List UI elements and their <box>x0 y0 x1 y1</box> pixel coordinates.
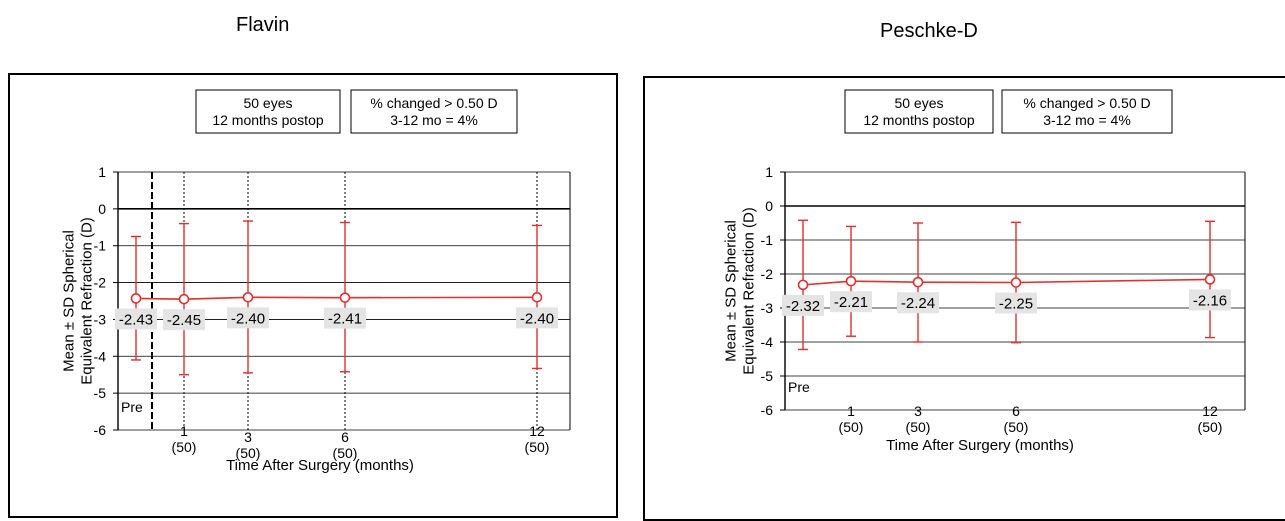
data-point <box>1204 274 1216 285</box>
chart-title-peschke: Peschke-D <box>880 20 978 42</box>
data-point <box>178 293 190 305</box>
x-axis-label: Time After Surgery (months) <box>226 457 414 474</box>
value-label-bg <box>995 292 1037 314</box>
annotation-box <box>195 89 341 134</box>
x-tick-count: (50) <box>172 439 197 455</box>
value-label: -2.40 <box>520 310 554 327</box>
x-tick-count: (50) <box>906 419 931 435</box>
y-tick-label: -3 <box>94 311 107 327</box>
value-label: -2.43 <box>119 311 153 328</box>
series-line <box>802 278 1211 286</box>
annotation-text: 12 months postop <box>863 112 975 128</box>
x-tick-count: (50) <box>525 439 550 455</box>
annotation-text: 50 eyes <box>243 95 292 111</box>
value-label: -2.40 <box>231 310 265 327</box>
y-tick-label: 0 <box>98 201 106 217</box>
annotation-text: 3-12 mo = 4% <box>1043 112 1131 128</box>
value-label-bg <box>897 292 939 314</box>
annotation-text: % changed > 0.50 D <box>370 95 497 111</box>
chart-title-flavin: Flavin <box>236 14 290 36</box>
data-point <box>912 276 924 288</box>
value-label-bg <box>782 294 824 316</box>
data-point <box>845 275 857 287</box>
data-point <box>797 279 809 291</box>
y-axis-label: Mean ± SD SphericalEquivalent Refraction… <box>723 207 758 375</box>
y-axis-label: Mean ± SD SphericalEquivalent Refraction… <box>61 217 96 385</box>
value-label-bg <box>227 307 269 329</box>
annotation-box <box>350 89 518 134</box>
value-label: -2.41 <box>328 311 362 328</box>
x-tick-label: Pre <box>121 399 143 415</box>
annotation-text: 50 eyes <box>894 95 943 111</box>
value-label-bg <box>830 291 872 313</box>
value-label-bg <box>516 307 558 329</box>
annotation-box <box>844 89 994 134</box>
chart-flavin: 1 0 -1 -2 -3 -4 -5 -6 -2.43 -2.45 -2.40 -2.41 -2.40 P… <box>61 89 571 474</box>
value-label: -2.45 <box>167 312 201 329</box>
y-axis-label-line1: Mean ± SD Spherical <box>61 230 78 372</box>
y-tick-label: -5 <box>761 368 774 384</box>
x-tick-label: Pre <box>788 379 810 395</box>
x-tick-label: 12 <box>529 423 545 439</box>
x-tick-label: 3 <box>914 403 922 419</box>
y-tick-label: 0 <box>765 198 773 214</box>
y-tick-label: -1 <box>94 238 107 254</box>
x-tick-label: 1 <box>847 403 855 419</box>
value-label-bg <box>1189 289 1231 311</box>
annotation-box <box>1001 89 1173 134</box>
y-tick-label: 1 <box>98 164 106 180</box>
data-point <box>1010 277 1022 288</box>
x-axis-label: Time After Surgery (months) <box>886 437 1074 454</box>
value-label: -2.16 <box>1193 292 1227 309</box>
chart-peschke: 1 0 -1 -2 -3 -4 -5 -6 -2.32 -2.21 -2.24 -2.25 -2.16 P… <box>723 89 1246 454</box>
value-label: -2.25 <box>999 296 1033 313</box>
value-label: -2.32 <box>786 298 820 315</box>
x-tick-count: (50) <box>1004 419 1029 435</box>
y-axis-label-line2: Equivalent Refraction (D) <box>741 207 758 375</box>
data-point <box>130 293 142 304</box>
data-point <box>242 292 254 303</box>
x-tick-count: (50) <box>1198 419 1223 435</box>
value-label-bg <box>115 308 157 330</box>
value-label: -2.21 <box>834 294 868 311</box>
y-tick-label: -3 <box>761 300 774 316</box>
value-label-bg <box>163 309 205 331</box>
x-tick-label: 6 <box>341 429 349 445</box>
x-tick-label: 3 <box>244 429 252 445</box>
value-label: -2.24 <box>901 295 935 312</box>
x-tick-count: (50) <box>333 445 358 461</box>
annotation-text: 12 months postop <box>212 112 324 128</box>
x-tick-count: (50) <box>839 419 864 435</box>
y-tick-label: -5 <box>94 385 107 401</box>
data-point <box>339 292 351 303</box>
y-tick-label: 1 <box>765 164 773 180</box>
data-point <box>531 292 543 303</box>
y-tick-label: -2 <box>761 266 774 282</box>
y-tick-label: -2 <box>94 275 107 291</box>
y-tick-label: -1 <box>761 232 774 248</box>
y-tick-label: -4 <box>94 348 107 364</box>
annotation-text: % changed > 0.50 D <box>1023 95 1150 111</box>
annotation-text: 3-12 mo = 4% <box>390 112 478 128</box>
value-label-bg <box>324 307 366 329</box>
x-tick-label: 1 <box>180 423 188 439</box>
x-tick-count: (50) <box>236 445 261 461</box>
y-tick-label: -4 <box>761 334 774 350</box>
x-tick-label: 6 <box>1012 403 1020 419</box>
y-tick-label: -6 <box>94 422 107 438</box>
y-axis-label-line2: Equivalent Refraction (D) <box>79 217 96 385</box>
y-tick-label: -6 <box>761 402 774 418</box>
x-tick-label: 12 <box>1202 403 1218 419</box>
y-axis-label-line1: Mean ± SD Spherical <box>723 220 740 362</box>
